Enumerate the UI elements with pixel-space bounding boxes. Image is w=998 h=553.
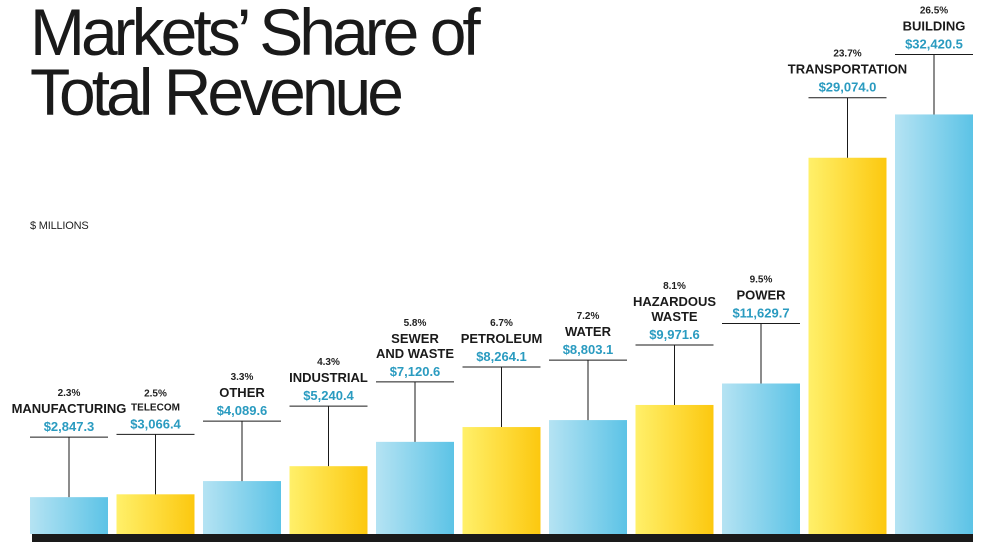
percent-label-2: 3.3% <box>231 372 254 383</box>
category-label-2-0: OTHER <box>219 385 265 400</box>
category-label-4-1: AND WASTE <box>376 346 454 361</box>
category-label-7-1: WASTE <box>651 309 698 324</box>
category-label-10-0: BUILDING <box>903 18 966 33</box>
value-label-6: $8,803.1 <box>563 342 614 357</box>
percent-label-3: 4.3% <box>317 357 340 368</box>
bar-5 <box>462 427 541 534</box>
percent-label-10: 26.5% <box>920 5 948 16</box>
bar-2 <box>203 481 281 534</box>
bar-10 <box>895 114 973 535</box>
category-label-3-0: INDUSTRIAL <box>289 370 368 385</box>
unit-label: $ MILLIONS <box>30 220 89 232</box>
category-label-7-0: HAZARDOUS <box>633 294 716 309</box>
category-label-6-0: WATER <box>565 324 612 339</box>
percent-label-9: 23.7% <box>833 49 861 60</box>
category-label-8-0: POWER <box>736 287 786 302</box>
bar-0 <box>30 497 108 534</box>
bar-4 <box>376 441 454 534</box>
bar-7 <box>635 404 714 534</box>
value-label-4: $7,120.6 <box>390 364 441 379</box>
bar-3 <box>289 466 368 534</box>
percent-label-6: 7.2% <box>577 311 600 322</box>
value-label-0: $2,847.3 <box>44 419 95 434</box>
bar-6 <box>549 420 627 534</box>
category-label-4-0: SEWER <box>391 331 439 346</box>
value-label-7: $9,971.6 <box>649 327 700 342</box>
baseline <box>32 534 973 542</box>
percent-label-8: 9.5% <box>750 274 773 285</box>
bar-9 <box>808 157 887 534</box>
value-label-2: $4,089.6 <box>217 403 268 418</box>
percent-label-0: 2.3% <box>58 388 81 399</box>
bar-8 <box>722 383 800 534</box>
value-label-9: $29,074.0 <box>819 80 877 95</box>
value-label-1: $3,066.4 <box>130 416 181 431</box>
bar-1 <box>116 494 195 534</box>
category-label-9-0: TRANSPORTATION <box>788 62 907 77</box>
category-label-0-0: MANUFACTURING <box>12 401 127 416</box>
value-label-3: $5,240.4 <box>303 388 354 403</box>
category-label-5-0: PETROLEUM <box>461 331 543 346</box>
percent-label-4: 5.8% <box>404 318 427 329</box>
value-label-10: $32,420.5 <box>905 36 963 51</box>
percent-label-1: 2.5% <box>144 388 167 399</box>
value-label-8: $11,629.7 <box>732 305 789 320</box>
percent-label-5: 6.7% <box>490 318 513 329</box>
percent-label-7: 8.1% <box>663 281 686 292</box>
category-label-1-0: TELECOM <box>131 402 180 413</box>
value-label-5: $8,264.1 <box>476 349 527 364</box>
chart-title: Markets’ Share of Total Revenue <box>30 0 481 129</box>
